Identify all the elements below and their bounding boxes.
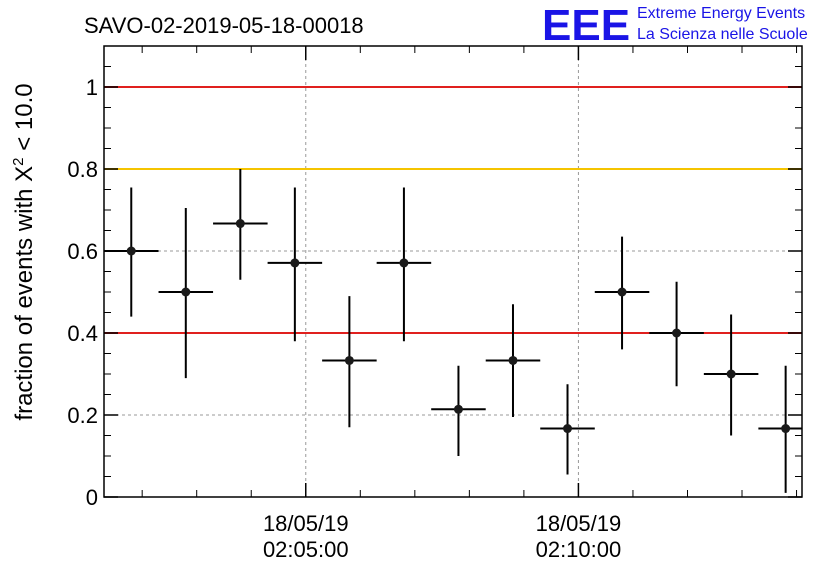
x-tick-time: 02:05:00 [263, 537, 349, 562]
y-axis-label-symbol: X [11, 166, 38, 182]
data-point [267, 187, 323, 342]
data-point [594, 236, 650, 350]
y-axis-ticks: 0 0.2 0.4 0.6 0.8 1 [67, 66, 802, 510]
y-tick-label: 0.2 [67, 403, 98, 428]
y-axis-label: fraction of events with X2 < 10.0 [10, 83, 38, 420]
logo-line-2: La Scienza nelle Scuole [637, 26, 808, 43]
y-tick-label: 0.4 [67, 321, 98, 346]
y-tick-label: 1 [86, 75, 98, 100]
point-marker [399, 258, 409, 268]
point-marker [126, 246, 136, 256]
data-point [431, 365, 486, 456]
point-marker [672, 328, 682, 338]
y-tick-label: 0.8 [67, 157, 98, 182]
point-marker [235, 219, 245, 229]
point-marker [617, 287, 627, 297]
data-point [322, 296, 377, 428]
data-point [104, 187, 159, 317]
point-marker [290, 258, 300, 268]
point-marker [344, 355, 354, 365]
logo-line-1: Extreme Energy Events [637, 5, 805, 22]
point-marker [726, 369, 736, 379]
data-point [758, 365, 802, 493]
y-tick-label: 0.6 [67, 239, 98, 264]
point-marker [508, 355, 518, 365]
point-marker [181, 287, 191, 297]
data-point [376, 187, 432, 342]
x-tick-time: 02:10:00 [536, 537, 622, 562]
plot-frame [103, 45, 803, 498]
eee-logo: EEE Extreme Energy Events La Scienza nel… [542, 1, 808, 50]
point-marker [453, 404, 463, 414]
logo-eee-text: EEE [542, 1, 630, 50]
data-point [485, 304, 541, 418]
data-point [540, 384, 595, 475]
chart-title: SAVO-02-2019-05-18-00018 [84, 13, 364, 38]
data-point [158, 207, 214, 379]
reference-lines [104, 86, 802, 334]
x-tick-date: 18/05/19 [536, 511, 622, 536]
y-axis-label-prefix: fraction of events with [11, 182, 38, 421]
y-axis-label-suffix: < 10.0 [11, 83, 38, 157]
point-marker [563, 424, 573, 434]
point-marker [781, 424, 791, 434]
grid-lines [104, 46, 802, 497]
y-axis-label-exponent: 2 [10, 157, 27, 165]
data-point [213, 169, 268, 280]
data-points [104, 169, 802, 493]
data-point [703, 314, 759, 436]
y-tick-label: 0 [86, 485, 98, 510]
data-point [649, 281, 704, 387]
x-tick-date: 18/05/19 [263, 511, 349, 536]
